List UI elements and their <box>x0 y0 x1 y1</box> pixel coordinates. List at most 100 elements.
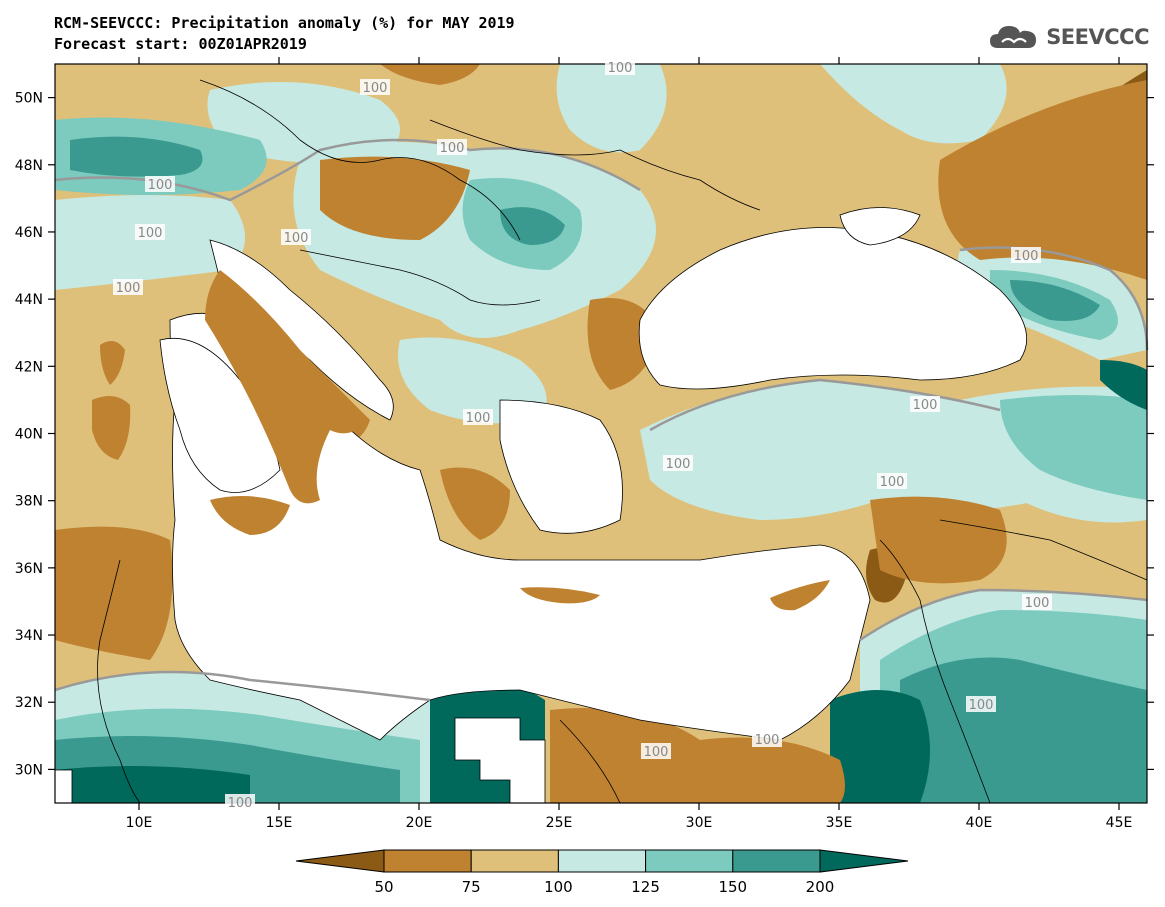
island-crete <box>520 587 600 604</box>
contour-label: 100 <box>913 398 938 413</box>
cloud-logo-icon <box>990 26 1037 48</box>
contour-label: 100 <box>644 745 669 760</box>
country-borders <box>97 79 1148 804</box>
contour-label-bg <box>641 743 671 759</box>
contour-label-bg <box>281 229 311 245</box>
anomaly-region-sinai-max <box>830 690 930 803</box>
anomaly-region-romania-dry <box>320 156 470 240</box>
black-sea <box>638 227 1027 390</box>
tyrrhenian-sea <box>159 338 281 493</box>
contour-label: 100 <box>880 475 905 490</box>
axis-ticks: 10E 15E 20E 25E 30E 35E 40E 45E 50N 48N 46N 44N 42N 4… <box>15 57 1154 831</box>
contour-label: 100 <box>138 226 163 241</box>
y-tick-label: 32N <box>15 695 43 711</box>
legend-label: 50 <box>374 878 393 896</box>
x-tick-label: 35E <box>826 815 853 831</box>
contour-label-bg <box>113 279 143 295</box>
x-tick-label: 45E <box>1106 815 1133 831</box>
missing-data-west <box>54 769 73 804</box>
x-tick-label: 10E <box>126 815 153 831</box>
contour-label: 100 <box>969 698 994 713</box>
border-line <box>939 519 1148 581</box>
legend-swatch <box>383 849 472 873</box>
contour-label-bg <box>145 176 175 192</box>
anomaly-region-anatolia <box>640 380 1045 520</box>
logo-text: SEEVCCC <box>1046 25 1149 49</box>
contour-label-bg <box>437 139 467 155</box>
color-legend: 50 75 100 125 150 200 <box>295 849 909 896</box>
y-tick-label: 38N <box>15 494 43 510</box>
contour-100-caucasus <box>959 246 1149 351</box>
contour-100-libya <box>54 670 431 702</box>
italy-peninsula <box>205 270 370 504</box>
anomaly-region-greece <box>440 467 510 540</box>
x-tick-label: 40E <box>966 815 993 831</box>
anomaly-region-caucasus-peak <box>1010 280 1100 321</box>
legend-swatch <box>732 849 821 873</box>
contour-label: 100 <box>116 281 141 296</box>
contour-label: 100 <box>666 457 691 472</box>
border-line <box>299 249 541 306</box>
contour-label-bg <box>910 396 940 412</box>
anomaly-region-east-max <box>1100 360 1147 410</box>
island-cyprus <box>770 580 830 611</box>
legend-label: 150 <box>718 878 747 896</box>
contour-label: 100 <box>440 141 465 156</box>
anomaly-region-west-alps <box>55 195 245 290</box>
x-tick-label: 25E <box>546 815 573 831</box>
contour-label: 100 <box>284 231 309 246</box>
seevccc-logo: SEEVCCC <box>988 22 1149 52</box>
legend-arrow-low <box>295 849 385 873</box>
legend-arrow-high <box>819 849 909 873</box>
y-tick-label: 50N <box>15 91 43 107</box>
map-title: RCM-SEEVCCC: Precipitation anomaly (%) f… <box>54 14 515 32</box>
y-tick-label: 40N <box>15 427 43 443</box>
forecast-start-label: Forecast start: 00Z01APR2019 <box>54 35 307 53</box>
contour-100-levant <box>859 588 1148 642</box>
anomaly-region-russia-south <box>938 80 1147 280</box>
anomaly-region-levant-peak <box>900 657 1147 803</box>
contour-label: 100 <box>608 61 633 76</box>
contour-label-bg <box>663 455 693 471</box>
anomaly-region-east-turkey-core <box>1000 395 1147 500</box>
anomaly-region-libya-max <box>55 766 250 803</box>
contour-label: 100 <box>755 733 780 748</box>
contour-label-bg <box>1022 594 1052 610</box>
y-tick-label: 42N <box>15 359 43 375</box>
island-sicily <box>210 496 290 535</box>
contour-100-anatolia <box>649 378 1001 432</box>
legend-swatch <box>470 849 559 873</box>
contour-label: 100 <box>228 796 253 811</box>
border-line <box>879 539 991 804</box>
mediterranean-sea <box>169 312 871 741</box>
islands <box>92 270 830 611</box>
legend-label: 200 <box>806 878 835 896</box>
x-tick-label: 20E <box>406 815 433 831</box>
y-tick-label: 48N <box>15 158 43 174</box>
contour-label: 100 <box>1025 596 1050 611</box>
anomaly-region-turkey-south <box>870 496 1007 584</box>
y-tick-label: 44N <box>15 292 43 308</box>
x-tick-label: 30E <box>686 815 713 831</box>
y-tick-label: 30N <box>15 762 43 778</box>
contour-label-bg <box>225 794 255 810</box>
contour-label: 100 <box>466 411 491 426</box>
contour-label-bg <box>360 79 390 95</box>
island-sardinia <box>92 396 131 460</box>
anomaly-region-central-europe <box>820 64 1007 144</box>
contour-label-bg <box>463 409 493 425</box>
island-corsica <box>100 341 125 385</box>
contour-labels: 100 100 100 100 100 100 100 100 100 100 100 100 100 1… <box>113 59 1052 811</box>
contour-label-bg <box>1011 247 1041 263</box>
legend-label: 75 <box>462 878 481 896</box>
legend-label: 125 <box>631 878 660 896</box>
y-tick-label: 34N <box>15 628 43 644</box>
y-tick-label: 46N <box>15 225 43 241</box>
anomaly-region-hungary-peak <box>500 207 565 245</box>
x-tick-label: 15E <box>266 815 293 831</box>
legend-swatch <box>645 849 734 873</box>
legend-label: 100 <box>544 878 573 896</box>
legend-swatch <box>557 849 647 873</box>
border-line <box>429 119 761 211</box>
border-line <box>199 79 521 241</box>
